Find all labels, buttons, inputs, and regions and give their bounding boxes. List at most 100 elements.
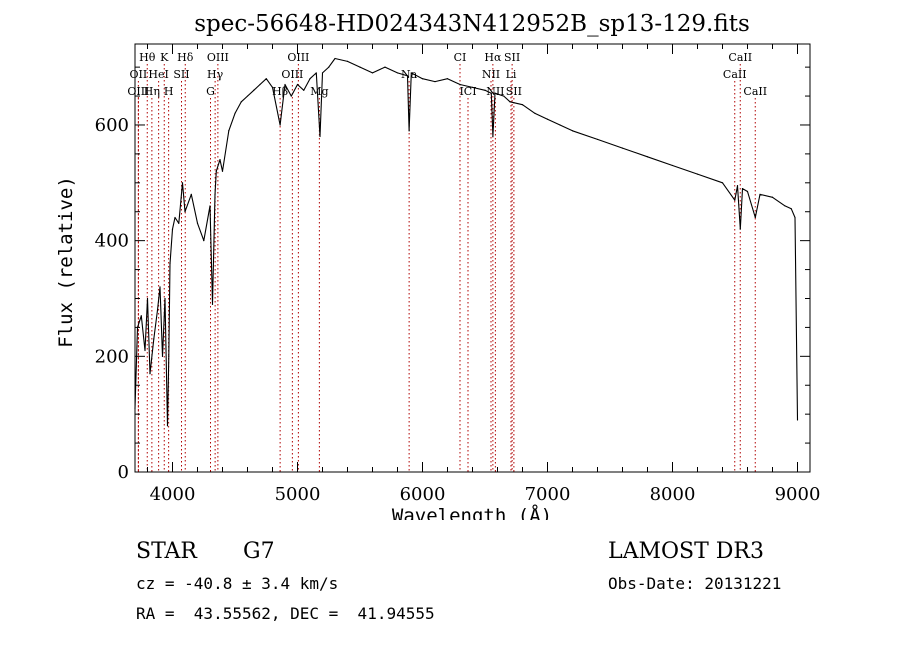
data-point (234, 112, 236, 115)
data-point (434, 80, 436, 83)
data-point (156, 309, 159, 311)
line-marker-label: Li (506, 68, 517, 81)
data-point (696, 173, 699, 175)
line-marker-label: Mg (310, 85, 328, 98)
y-tick-label: 600 (95, 115, 129, 136)
coordinates: RA = 43.55562, DEC = 41.94555 (136, 604, 435, 623)
line-marker-label: Hγ (207, 68, 224, 81)
y-tick-label: 400 (95, 231, 129, 252)
line-marker-label: OIII (287, 51, 309, 64)
data-point (279, 124, 281, 126)
data-point (784, 205, 786, 207)
data-point (221, 170, 224, 172)
data-point (144, 349, 146, 352)
line-marker-label: OIII (127, 85, 149, 98)
data-point (794, 216, 796, 219)
data-point (384, 66, 386, 68)
data-point (739, 228, 741, 230)
data-point (315, 72, 317, 74)
data-point (736, 185, 739, 187)
data-point (408, 130, 410, 132)
data-point (246, 95, 249, 97)
line-marker-label: SII (504, 51, 520, 64)
data-point (196, 222, 199, 224)
chart-title: spec-56648-HD024343N412952B_sp13-129.fit… (194, 11, 750, 37)
line-marker-label: NII (482, 68, 500, 81)
object-class: STAR (136, 539, 197, 564)
series-line-flux (134, 57, 799, 427)
line-marker-label: G (206, 85, 215, 98)
data-point (328, 66, 330, 68)
data-point (571, 130, 574, 132)
x-tick-label: 5000 (275, 484, 321, 505)
data-point (253, 89, 255, 91)
data-point (741, 187, 744, 190)
data-point (471, 86, 474, 88)
line-marker-label: Na (401, 68, 418, 81)
data-point (136, 326, 139, 329)
line-marker-label: Hη (144, 85, 160, 98)
data-point (228, 130, 230, 132)
data-point (546, 118, 549, 120)
x-tick-label: 4000 (150, 484, 196, 505)
data-point (459, 83, 461, 86)
data-point (484, 89, 486, 91)
data-point (309, 78, 311, 80)
data-point (168, 355, 170, 357)
data-point (671, 164, 674, 167)
data-point (321, 72, 324, 74)
line-marker-label: SII (173, 68, 189, 81)
data-point (421, 78, 424, 80)
line-marker-label: Hα (484, 51, 502, 64)
line-marker-label: SII (506, 85, 522, 98)
data-point (164, 297, 166, 300)
data-point (259, 83, 261, 86)
line-marker-label: HeI (148, 68, 168, 81)
data-point (211, 303, 214, 305)
data-point (721, 182, 724, 184)
x-tick-label: 6000 (400, 484, 446, 505)
x-tick-label: 8000 (650, 484, 696, 505)
data-point (169, 263, 171, 265)
data-point (534, 112, 536, 115)
line-marker-label: CaII (743, 85, 767, 98)
survey-name: LAMOST DR3 (608, 539, 764, 564)
data-point (446, 78, 449, 80)
line-marker-label: OIII (281, 68, 303, 81)
data-point (596, 138, 599, 141)
data-point (265, 78, 267, 80)
data-point (494, 92, 496, 94)
x-tick-label: 9000 (775, 484, 821, 505)
data-point (359, 66, 361, 68)
line-marker-label: CaII (723, 68, 747, 81)
data-point (334, 57, 336, 60)
data-point (509, 101, 511, 103)
line-marker-label: CaII (728, 51, 752, 64)
data-point (171, 228, 174, 230)
data-point (271, 86, 274, 88)
y-axis-label: Flux (relative) (55, 176, 77, 348)
obs-date: Obs-Date: 20131221 (608, 574, 782, 593)
data-point (490, 92, 492, 94)
data-point (303, 89, 305, 91)
data-point (410, 72, 412, 74)
x-axis-label: Wavelength (Å) (392, 504, 552, 520)
data-point (503, 95, 505, 97)
data-point (559, 124, 561, 126)
data-point (181, 182, 184, 184)
data-point (790, 208, 792, 210)
data-point (521, 104, 524, 106)
data-point (140, 315, 142, 317)
data-point (296, 83, 299, 86)
data-point (203, 240, 205, 242)
data-point (396, 72, 399, 74)
data-point (153, 338, 155, 340)
y-tick-label: 0 (118, 462, 129, 483)
data-point (371, 72, 374, 74)
data-point (406, 75, 409, 77)
axis-ticks: 4000 5000 6000 7000 8000 9000 0 200 400 600 (95, 44, 821, 505)
data-point (621, 147, 624, 149)
data-point (759, 193, 761, 195)
